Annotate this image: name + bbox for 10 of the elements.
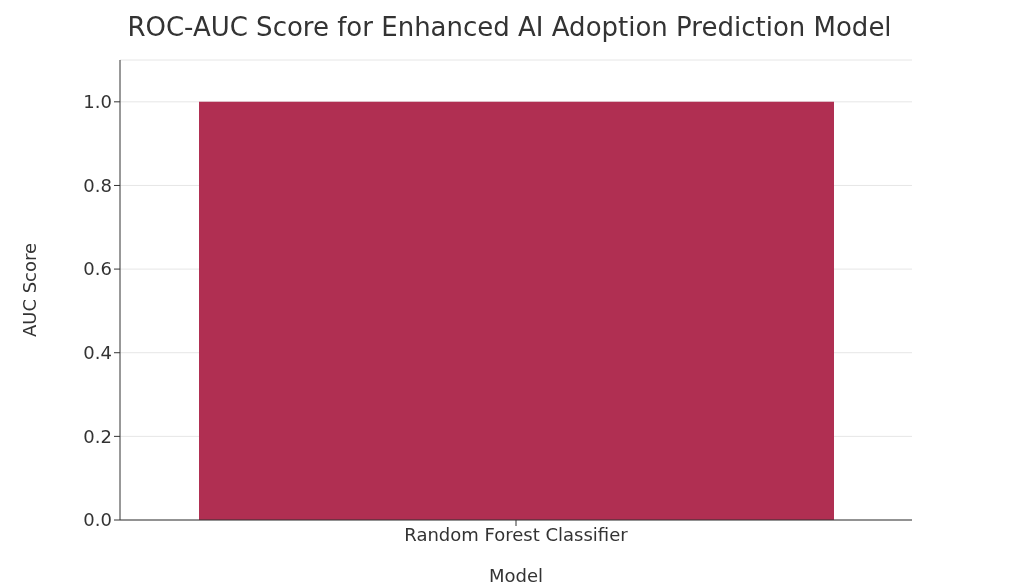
y-tick-label: 0.6: [83, 258, 112, 280]
y-tick-label: 0.0: [83, 509, 112, 531]
chart-title: ROC-AUC Score for Enhanced AI Adoption Prediction Model: [126, 12, 893, 42]
x-axis-title: Model: [488, 565, 544, 582]
y-axis-title: AUC Score: [19, 242, 41, 338]
y-tick-label: 0.8: [83, 174, 112, 196]
y-tick-label: 1.0: [83, 91, 112, 113]
x-tick-label: Random Forest Classifier: [404, 523, 629, 545]
y-tick-label: 0.2: [83, 425, 112, 447]
y-tick-label: 0.4: [83, 342, 112, 364]
